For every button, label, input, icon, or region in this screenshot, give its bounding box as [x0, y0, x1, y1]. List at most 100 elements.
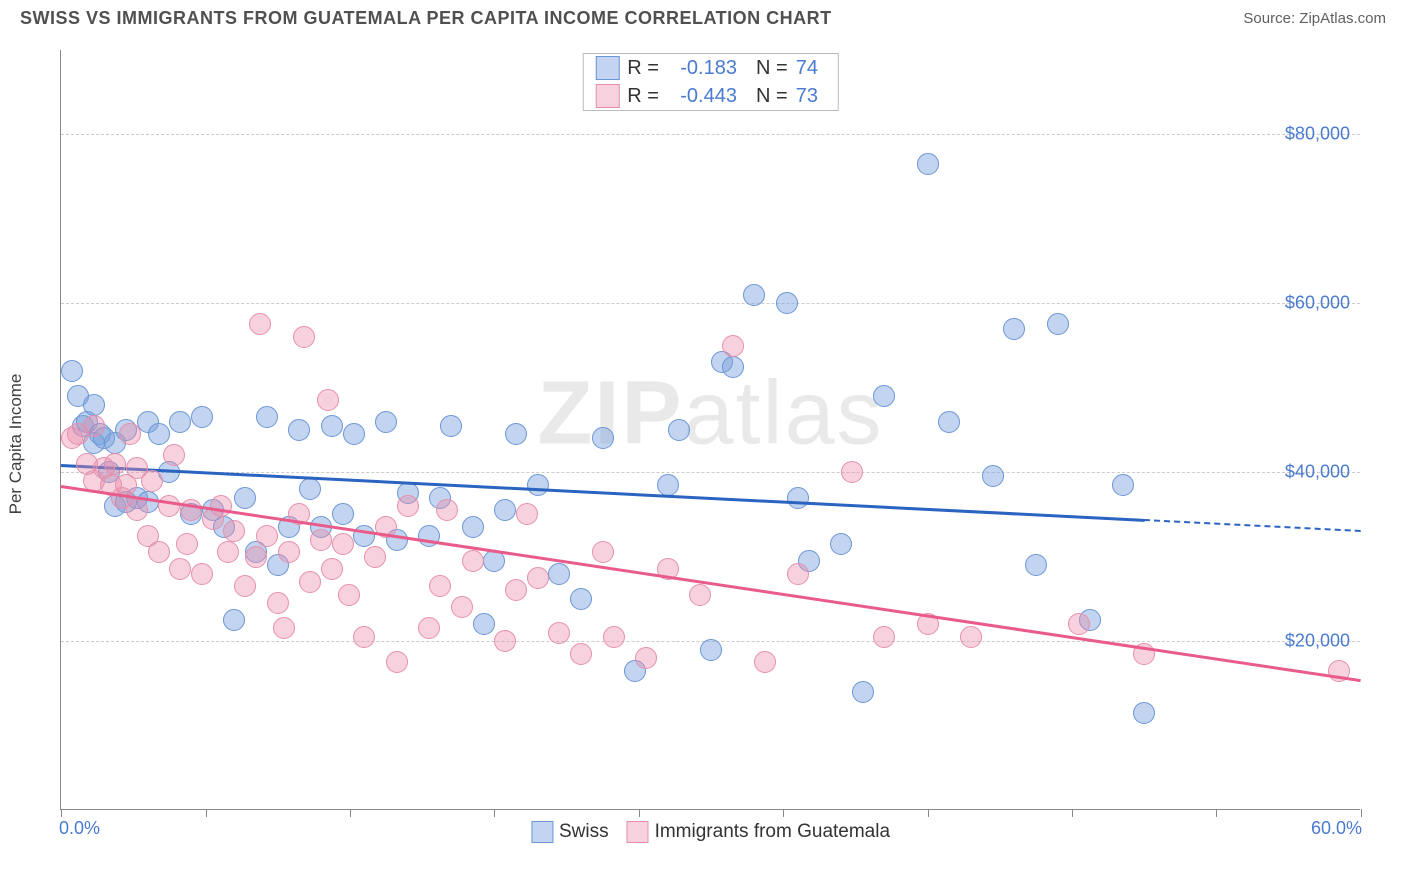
- swiss-point: [440, 415, 462, 437]
- swiss-trend-extension: [1144, 519, 1361, 532]
- x-tick: [1072, 809, 1073, 817]
- guatemala-point: [527, 567, 549, 589]
- guatemala-point: [603, 626, 625, 648]
- watermark: ZIPatlas: [537, 363, 883, 466]
- x-tick: [783, 809, 784, 817]
- swiss-point: [787, 487, 809, 509]
- guatemala-point: [841, 461, 863, 483]
- guatemala-point: [249, 313, 271, 335]
- swiss-point: [527, 474, 549, 496]
- swiss-point: [191, 406, 213, 428]
- legend-item-swiss: Swiss: [531, 821, 609, 843]
- x-tick: [639, 809, 640, 817]
- guatemala-point: [169, 558, 191, 580]
- swiss-point: [548, 563, 570, 585]
- swiss-point: [299, 478, 321, 500]
- plot-area: ZIPatlas R = -0.183 N = 74 R = -0.443 N …: [60, 50, 1360, 810]
- x-tick: [61, 809, 62, 817]
- guatemala-point: [310, 529, 332, 551]
- guatemala-point: [754, 651, 776, 673]
- swiss-point: [1047, 313, 1069, 335]
- guatemala-point: [353, 626, 375, 648]
- y-tick-label: $80,000: [1285, 124, 1350, 145]
- guatemala-point: [223, 520, 245, 542]
- swiss-point: [722, 356, 744, 378]
- guatemala-point: [516, 503, 538, 525]
- swiss-point: [1003, 318, 1025, 340]
- y-axis-label: Per Capita Income: [6, 374, 26, 515]
- guatemala-point: [364, 546, 386, 568]
- swiss-point: [570, 588, 592, 610]
- y-tick-label: $40,000: [1285, 462, 1350, 483]
- guatemala-point: [141, 470, 163, 492]
- guatemala-point: [462, 550, 484, 572]
- x-tick: [494, 809, 495, 817]
- swiss-point: [332, 503, 354, 525]
- swiss-point: [743, 284, 765, 306]
- swiss-point: [700, 639, 722, 661]
- chart-container: Per Capita Income ZIPatlas R = -0.183 N …: [20, 40, 1386, 848]
- guatemala-point: [722, 335, 744, 357]
- guatemala-point: [548, 622, 570, 644]
- swiss-point: [938, 411, 960, 433]
- guatemala-point: [338, 584, 360, 606]
- guatemala-point: [126, 499, 148, 521]
- swiss-point: [1025, 554, 1047, 576]
- chart-source: Source: ZipAtlas.com: [1243, 10, 1386, 27]
- guatemala-point: [873, 626, 895, 648]
- swiss-point: [1133, 702, 1155, 724]
- chart-title: SWISS VS IMMIGRANTS FROM GUATEMALA PER C…: [20, 8, 832, 29]
- guatemala-point: [217, 541, 239, 563]
- swiss-point: [1112, 474, 1134, 496]
- swiss-point: [321, 415, 343, 437]
- swiss-point: [256, 406, 278, 428]
- x-axis-min-label: 0.0%: [59, 818, 100, 839]
- guatemala-swatch: [595, 84, 619, 108]
- swiss-swatch: [595, 56, 619, 80]
- swiss-swatch-icon: [531, 821, 553, 843]
- guatemala-point: [494, 630, 516, 652]
- swiss-point: [148, 423, 170, 445]
- swiss-point: [776, 292, 798, 314]
- swiss-point: [494, 499, 516, 521]
- swiss-point: [223, 609, 245, 631]
- swiss-point: [234, 487, 256, 509]
- x-tick: [1361, 809, 1362, 817]
- swiss-point: [288, 419, 310, 441]
- x-tick: [928, 809, 929, 817]
- swiss-point: [61, 360, 83, 382]
- swiss-point: [657, 474, 679, 496]
- guatemala-point: [787, 563, 809, 585]
- guatemala-point: [689, 584, 711, 606]
- guatemala-point: [83, 415, 105, 437]
- guatemala-point: [163, 444, 185, 466]
- guatemala-point: [191, 563, 213, 585]
- guatemala-point: [210, 495, 232, 517]
- swiss-point: [852, 681, 874, 703]
- y-tick-label: $60,000: [1285, 293, 1350, 314]
- correlation-legend-row-guatemala: R = -0.443 N = 73: [583, 82, 837, 110]
- guatemala-point: [148, 541, 170, 563]
- guatemala-point: [321, 558, 343, 580]
- series-legend: Swiss Immigrants from Guatemala: [531, 821, 890, 843]
- guatemala-point: [245, 546, 267, 568]
- guatemala-point: [104, 453, 126, 475]
- guatemala-point: [1068, 613, 1090, 635]
- swiss-point: [169, 411, 191, 433]
- swiss-point: [353, 525, 375, 547]
- gridline: [61, 134, 1360, 135]
- swiss-point: [873, 385, 895, 407]
- gridline: [61, 303, 1360, 304]
- swiss-point: [592, 427, 614, 449]
- guatemala-point: [317, 389, 339, 411]
- guatemala-point: [332, 533, 354, 555]
- guatemala-point: [592, 541, 614, 563]
- y-tick-label: $20,000: [1285, 631, 1350, 652]
- swiss-point: [982, 465, 1004, 487]
- guatemala-point: [505, 579, 527, 601]
- correlation-legend-row-swiss: R = -0.183 N = 74: [583, 54, 837, 82]
- x-tick: [206, 809, 207, 817]
- chart-header: SWISS VS IMMIGRANTS FROM GUATEMALA PER C…: [0, 0, 1406, 33]
- guatemala-point: [293, 326, 315, 348]
- swiss-point: [668, 419, 690, 441]
